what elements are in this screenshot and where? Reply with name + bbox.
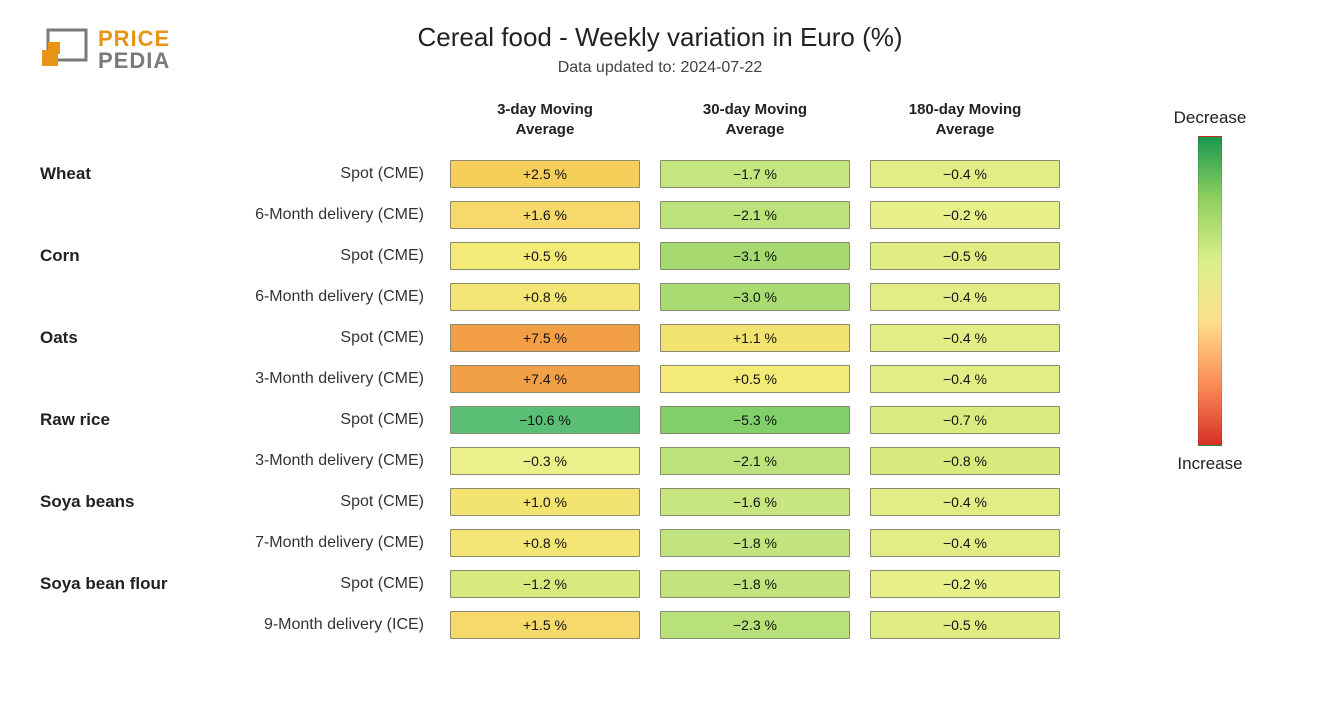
value-cell: −2.1 % [660,201,850,229]
value-cell: −5.3 % [660,406,850,434]
category-label: Soya beans [40,492,210,512]
category-label: Wheat [40,164,210,184]
sublabel: 6-Month delivery (CME) [210,288,440,306]
sublabel: Spot (CME) [210,493,440,511]
column-header-line1: 30-day Moving [703,101,807,118]
value-cell: −0.2 % [870,201,1060,229]
sublabel: Spot (CME) [210,247,440,265]
value-cell: −3.1 % [660,242,850,270]
value-cell: −0.4 % [870,283,1060,311]
table-row: WheatSpot (CME) +2.5 % −1.7 % −0.4 % [40,153,1100,194]
legend-bottom-label: Increase [1150,454,1270,474]
value-cell: −0.5 % [870,242,1060,270]
column-header-line1: 3-day Moving [497,101,593,118]
table-row: 3-Month delivery (CME) −0.3 % −2.1 % −0.8 % [40,440,1100,481]
table-row: OatsSpot (CME) +7.5 % +1.1 % −0.4 % [40,317,1100,358]
value-cell: +0.5 % [450,242,640,270]
value-cell: −0.7 % [870,406,1060,434]
sublabel: Spot (CME) [210,329,440,347]
sublabel: Spot (CME) [210,575,440,593]
table-row: 3-Month delivery (CME) +7.4 % +0.5 % −0.4 % [40,358,1100,399]
table-row: Soya bean flourSpot (CME) −1.2 % −1.8 % −0.… [40,563,1100,604]
value-cell: −1.8 % [660,570,850,598]
value-cell: +1.0 % [450,488,640,516]
sublabel: 7-Month delivery (CME) [210,534,440,552]
column-header-line2: Average [516,121,575,138]
value-cell: +0.8 % [450,529,640,557]
sublabel: 3-Month delivery (CME) [210,452,440,470]
value-cell: +0.8 % [450,283,640,311]
chart-subtitle: Data updated to: 2024-07-22 [0,59,1320,77]
chart-title: Cereal food - Weekly variation in Euro (… [0,22,1320,53]
value-cell: +7.4 % [450,365,640,393]
sublabel: 3-Month delivery (CME) [210,370,440,388]
value-cell: −1.8 % [660,529,850,557]
table-row: Raw riceSpot (CME) −10.6 % −5.3 % −0.7 % [40,399,1100,440]
value-cell: −1.7 % [660,160,850,188]
column-header: 3-day Moving Average [440,100,650,139]
table-row: 6-Month delivery (CME) +0.8 % −3.0 % −0.4 % [40,276,1100,317]
table-row: 6-Month delivery (CME) +1.6 % −2.1 % −0.2 % [40,194,1100,235]
column-header-line2: Average [936,121,995,138]
value-cell: −1.6 % [660,488,850,516]
category-label: Oats [40,328,210,348]
table-row: CornSpot (CME) +0.5 % −3.1 % −0.5 % [40,235,1100,276]
category-label: Corn [40,246,210,266]
value-cell: −1.2 % [450,570,640,598]
value-cell: +1.5 % [450,611,640,639]
legend-top-label: Decrease [1150,108,1270,128]
data-rows: WheatSpot (CME)+2.5 %−1.7 %−0.4 %6-Month… [40,153,1100,645]
column-header: 180-day Moving Average [860,100,1070,139]
column-headers: 3-day Moving Average 30-day Moving Avera… [40,100,1100,139]
value-cell: −2.1 % [660,447,850,475]
category-label: Raw rice [40,410,210,430]
value-cell: +2.5 % [450,160,640,188]
title-block: Cereal food - Weekly variation in Euro (… [0,22,1320,77]
value-cell: −0.4 % [870,488,1060,516]
category-label: Soya bean flour [40,574,210,594]
value-cell: −0.8 % [870,447,1060,475]
value-cell: +1.1 % [660,324,850,352]
value-cell: −0.4 % [870,365,1060,393]
value-cell: −2.3 % [660,611,850,639]
table-row: Soya beansSpot (CME) +1.0 % −1.6 % −0.4 % [40,481,1100,522]
sublabel: 9-Month delivery (ICE) [210,616,440,634]
value-cell: +0.5 % [660,365,850,393]
value-cell: −0.4 % [870,529,1060,557]
value-cell: −0.3 % [450,447,640,475]
value-cell: −0.2 % [870,570,1060,598]
value-cell: −0.4 % [870,160,1060,188]
value-cell: −3.0 % [660,283,850,311]
value-cell: +1.6 % [450,201,640,229]
sublabel: Spot (CME) [210,411,440,429]
table-row: 9-Month delivery (ICE) +1.5 % −2.3 % −0.5 % [40,604,1100,645]
table-row: 7-Month delivery (CME) +0.8 % −1.8 % −0.4 % [40,522,1100,563]
legend-gradient-bar [1198,136,1222,446]
value-cell: −10.6 % [450,406,640,434]
column-header-line2: Average [726,121,785,138]
heatmap-table: 3-day Moving Average 30-day Moving Avera… [40,100,1100,645]
column-header-line1: 180-day Moving [909,101,1022,118]
value-cell: −0.5 % [870,611,1060,639]
value-cell: −0.4 % [870,324,1060,352]
value-cell: +7.5 % [450,324,640,352]
sublabel: Spot (CME) [210,165,440,183]
color-legend: Decrease Increase [1150,108,1270,474]
column-header: 30-day Moving Average [650,100,860,139]
sublabel: 6-Month delivery (CME) [210,206,440,224]
